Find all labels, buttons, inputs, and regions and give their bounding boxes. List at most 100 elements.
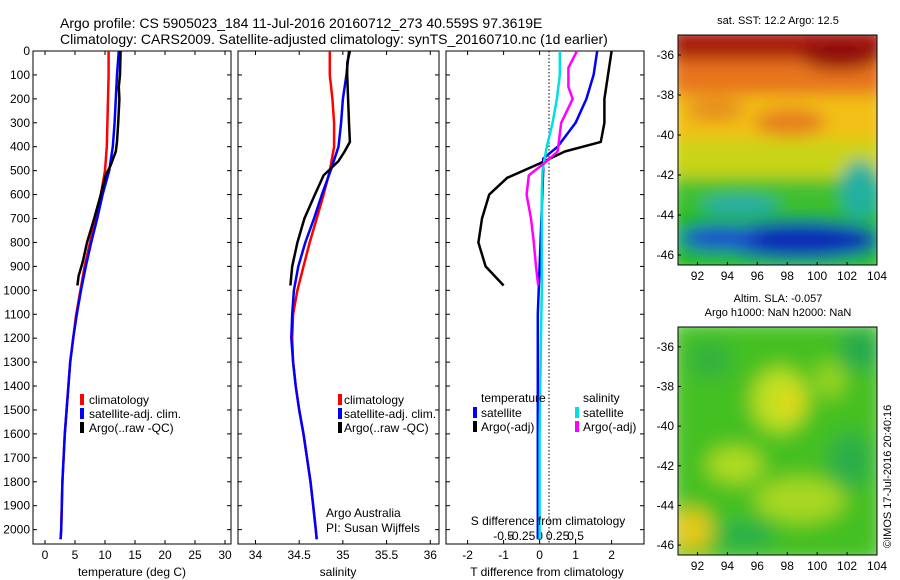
top-x-tick-label: 0.25	[546, 529, 570, 543]
x-tick-label: -1	[498, 548, 509, 562]
y-tick-label: 1200	[3, 331, 30, 345]
sla-map-title-line-1: Altim. SLA: -0.057	[734, 293, 823, 305]
title-line-2: Climatology: CARS2009. Satellite-adjuste…	[60, 31, 608, 47]
map-y-tick-label: -44	[657, 208, 675, 222]
map-x-tick-label: 100	[807, 559, 827, 573]
map-y-tick-label: -40	[657, 128, 675, 142]
map-x-tick-label: 94	[721, 269, 735, 283]
temperature-panel: 0100200300400500600700800900100011001200…	[3, 44, 232, 579]
y-tick-label: 1000	[3, 283, 30, 297]
salinity-legend: climatology satellite-adj. clim. Argo(..…	[338, 393, 436, 435]
sst-map-frame	[677, 34, 878, 266]
legend-swatch-satellite	[338, 408, 342, 419]
map-x-tick-label: 104	[867, 559, 887, 573]
series-climatology	[59, 51, 110, 540]
top-x-tick-label: -0.5	[493, 529, 514, 543]
y-tick-label: 300	[10, 116, 30, 130]
map-x-tick-label: 98	[781, 269, 795, 283]
legend-swatch-satellite	[80, 408, 84, 419]
series-argo-raw-qc	[289, 50, 352, 286]
difference-axes-frame	[445, 50, 645, 545]
map-x-tick-label: 96	[751, 269, 765, 283]
series-argo-adj-temperature	[477, 50, 613, 287]
series-satellite-salinity	[538, 51, 562, 540]
series-argo-adj-salinity	[525, 50, 579, 286]
map-x-tick-label: 92	[691, 269, 705, 283]
legend-label-satellite: satellite-adj. clim.	[89, 407, 181, 421]
map-x-tick-label: 104	[867, 269, 887, 283]
legend-swatch-temp-argo	[473, 421, 477, 432]
title-line-1: Argo profile: CS 5905023_184 11-Jul-2016…	[60, 15, 542, 31]
top-x-tick-label: -0.25	[508, 529, 536, 543]
legend-swatch-climatology	[338, 394, 342, 405]
difference-panel: -2 -1 0 1 2-0.5-0.25 0 0.250.5 T difference fr…	[445, 50, 645, 579]
y-tick-label: 800	[10, 235, 30, 249]
map-y-tick-label: -42	[657, 459, 675, 473]
map-x-tick-label: 98	[781, 559, 795, 573]
map-y-tick-label: -36	[657, 48, 675, 62]
map-x-tick-label: 100	[807, 269, 827, 283]
map-y-tick-label: -46	[657, 538, 675, 552]
salinity-panel: 34 34.5 35 35.5 36 salinity climatology sate…	[237, 50, 440, 579]
sst-heatmap	[678, 35, 877, 265]
x-tick-label: 36	[424, 548, 438, 562]
sla-map-ticks: 92 94 96 98 100 102 104 -36 -38 -40 -42 -44 -46	[657, 340, 888, 573]
y-tick-label: 1700	[3, 451, 30, 465]
top-x-tick-label: 0.5	[567, 529, 584, 543]
series-climatology	[290, 51, 336, 540]
legend-group-temperature: temperature	[481, 391, 546, 405]
legend-label-argo: Argo(..raw -QC)	[344, 421, 429, 435]
x-tick-label: 5	[72, 548, 79, 562]
legend-swatch-argo	[338, 422, 342, 433]
legend-label-temp-satellite: satellite	[481, 406, 522, 420]
temperature-legend: climatology satellite-adj. clim. Argo(..…	[80, 393, 181, 435]
y-tick-label: 0	[23, 44, 30, 58]
salinity-marks: 34 34.5 35 35.5 36	[238, 50, 439, 562]
legend-swatch-sal-satellite	[575, 407, 579, 418]
sst-map-ticks: 92 94 96 98 100 102 104 -36 -38 -40 -42 -44 -46	[657, 48, 888, 283]
legend-label-temp-argo: Argo(-adj)	[481, 420, 534, 434]
x-tick-label: 34	[249, 548, 263, 562]
y-tick-label: 1900	[3, 499, 30, 513]
y-tick-label: 1400	[3, 379, 30, 393]
legend-swatch-argo	[80, 422, 84, 433]
series-argo-raw-qc	[76, 50, 122, 286]
map-x-tick-label: 102	[837, 269, 857, 283]
legend-swatch-climatology	[80, 394, 84, 405]
legend-swatch-sal-argo	[575, 421, 579, 432]
y-tick-label: 1300	[3, 355, 30, 369]
x-tick-label: 0	[42, 548, 49, 562]
map-x-tick-label: 92	[691, 559, 705, 573]
salinity-xlabel: salinity	[320, 565, 357, 579]
legend-label-satellite: satellite-adj. clim.	[344, 407, 436, 421]
x-tick-label: 35	[336, 548, 350, 562]
sst-map-title: sat. SST: 12.2 Argo: 12.5	[717, 15, 839, 27]
x-tick-label: 30	[218, 548, 232, 562]
annotation-pi: PI: Susan Wijffels	[326, 521, 420, 535]
map-y-tick-label: -40	[657, 419, 675, 433]
legend-label-sal-satellite: satellite	[583, 406, 624, 420]
y-tick-label: 1800	[3, 475, 30, 489]
map-y-tick-label: -44	[657, 498, 675, 512]
legend-group-salinity: salinity	[583, 391, 620, 405]
y-tick-label: 700	[10, 212, 30, 226]
legend-label-sal-argo: Argo(-adj)	[583, 420, 636, 434]
y-tick-label: 2000	[3, 523, 30, 537]
legend-label-climatology: climatology	[89, 393, 149, 407]
annotation-argo-australia: Argo Australia	[326, 506, 401, 520]
sla-map-panel: Altim. SLA: -0.057 Argo h1000: NaN h2000…	[657, 293, 888, 573]
difference-legend: temperature salinity satellite Argo(-adj…	[473, 391, 636, 434]
map-x-tick-label: 96	[751, 559, 765, 573]
difference-marks: -2 -1 0 1 2-0.5-0.25 0 0.250.5	[446, 50, 644, 562]
map-y-tick-label: -36	[657, 340, 675, 354]
series-satellite-adj-clim	[59, 50, 121, 540]
sst-map-panel: sat. SST: 12.2 Argo: 12.5 92 94 96 98 100 102…	[657, 15, 888, 283]
map-x-tick-label: 94	[721, 559, 735, 573]
x-tick-label: 25	[188, 548, 202, 562]
x-tick-label: 34.5	[287, 548, 311, 562]
sla-map-title-line-2: Argo h1000: NaN h2000: NaN	[705, 307, 852, 319]
salinity-axes-frame	[237, 50, 440, 545]
y-tick-label: 400	[10, 140, 30, 154]
map-y-tick-label: -42	[657, 168, 675, 182]
